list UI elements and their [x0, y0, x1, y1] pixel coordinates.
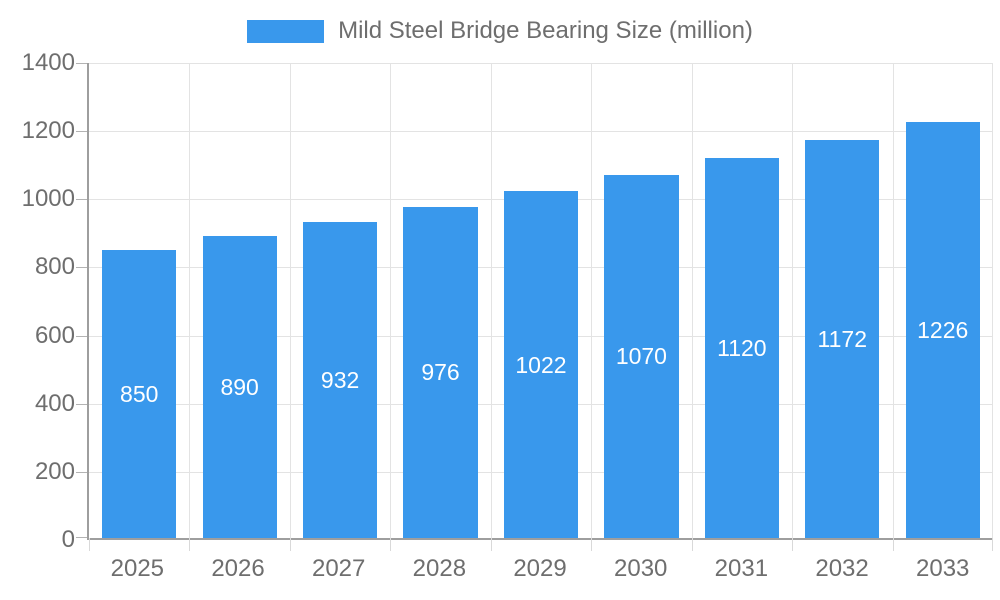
y-tick-label-600: 600	[34, 321, 75, 349]
x-tick-label-2028: 2028	[412, 555, 467, 582]
y-tick-label-200: 200	[34, 457, 75, 485]
x-tick-label-2033: 2033	[916, 555, 970, 582]
bar-value-label-2025: 850	[120, 380, 159, 407]
v-gridline-8	[892, 63, 894, 538]
bar-cell-2026: 890	[189, 63, 289, 538]
y-tick-mark-200	[76, 471, 87, 473]
bar-2031[interactable]: 1120	[704, 158, 779, 538]
x-tick-mark-1	[189, 538, 191, 551]
bar-2026[interactable]: 890	[202, 236, 277, 538]
x-tick-label-2032: 2032	[815, 555, 869, 582]
bar-value-label-2031: 1120	[717, 335, 767, 361]
x-tick-label-2027: 2027	[311, 555, 366, 582]
v-gridline-4	[490, 63, 492, 538]
bar-cell-2032: 1172	[792, 63, 892, 538]
bar-2030[interactable]: 1070	[604, 174, 679, 538]
y-tick-mark-0	[76, 537, 87, 538]
bar-cell-2029: 1022	[491, 63, 591, 538]
v-gridline-5	[591, 63, 593, 538]
v-gridline-6	[691, 63, 693, 538]
y-tick-label-400: 400	[34, 389, 75, 417]
y-tick-mark-800	[76, 267, 87, 269]
x-tick-mark-4	[490, 538, 492, 551]
x-tick-mark-7	[792, 538, 794, 551]
x-tick-label-2031: 2031	[714, 555, 769, 582]
h-gridline-1400	[89, 63, 993, 64]
y-tick-label-1400: 1400	[21, 49, 75, 76]
bar-cell-2030: 1070	[591, 63, 691, 538]
v-gridline-3	[390, 63, 392, 538]
bar-2033[interactable]: 1226	[905, 122, 980, 538]
bar-cell-2025: 850	[89, 63, 189, 538]
bar-2032[interactable]: 1172	[805, 140, 880, 538]
y-tick-mark-1000	[76, 199, 87, 201]
x-tick-mark-5	[591, 538, 593, 551]
bar-value-label-2033: 1226	[917, 317, 969, 344]
bar-2028[interactable]: 976	[403, 206, 478, 538]
y-tick-label-0: 0	[61, 526, 75, 553]
x-axis-labels: 2025 2026 2027 2028 2029 2030 2031 2032 2033	[87, 555, 993, 583]
x-tick-mark-8	[892, 538, 894, 551]
bar-value-label-2032: 1172	[817, 326, 868, 353]
bar-2025[interactable]: 850	[102, 249, 177, 538]
y-tick-label-800: 800	[34, 253, 75, 281]
x-tick-mark-3	[390, 538, 392, 551]
v-gridline-9	[992, 63, 993, 538]
x-tick-label-2030: 2030	[614, 555, 668, 582]
bar-cell-2027: 932	[290, 63, 390, 538]
bar-value-label-2029: 1022	[515, 351, 567, 378]
v-gridline-7	[792, 63, 794, 538]
bars-layer: 850 890 932 976 1022 1070 1120 1172 1226	[89, 63, 993, 538]
bar-value-label-2026: 890	[220, 374, 259, 401]
x-tick-label-2026: 2026	[211, 555, 265, 582]
x-tick-mark-0	[89, 538, 90, 551]
bar-cell-2028: 976	[390, 63, 490, 538]
plot-area: 850 890 932 976 1022 1070 1120 1172 1226	[76, 63, 993, 551]
bar-value-label-2027: 932	[320, 366, 360, 393]
y-tick-label-1000: 1000	[21, 185, 75, 213]
h-gridline-1200	[89, 131, 993, 133]
x-tick-label-2029: 2029	[513, 555, 567, 582]
bar-2027[interactable]: 932	[302, 221, 378, 538]
y-tick-mark-400	[76, 403, 87, 405]
legend[interactable]: Mild Steel Bridge Bearing Size (million)	[0, 17, 1000, 45]
y-tick-mark-1400	[76, 63, 87, 64]
x-tick-mark-6	[691, 538, 693, 551]
x-tick-mark-2	[289, 538, 291, 551]
bar-cell-2031: 1120	[692, 63, 792, 538]
legend-swatch-icon	[247, 19, 325, 43]
x-tick-mark-9	[992, 538, 993, 551]
bar-value-label-2028: 976	[421, 359, 460, 386]
y-tick-label-1200: 1200	[21, 117, 75, 145]
bar-cell-2033: 1226	[893, 63, 993, 538]
y-axis-labels: 0 200 400 600 800 1000 1200 1400	[0, 51, 75, 552]
bar-2029[interactable]: 1022	[503, 191, 579, 538]
v-gridline-2	[289, 63, 291, 538]
legend-label: Mild Steel Bridge Bearing Size (million)	[338, 17, 753, 44]
bar-value-label-2030: 1070	[615, 343, 667, 370]
v-gridline-1	[189, 63, 191, 538]
y-tick-mark-1200	[76, 131, 87, 133]
y-tick-mark-600	[76, 335, 87, 337]
x-tick-label-2025: 2025	[110, 555, 165, 582]
